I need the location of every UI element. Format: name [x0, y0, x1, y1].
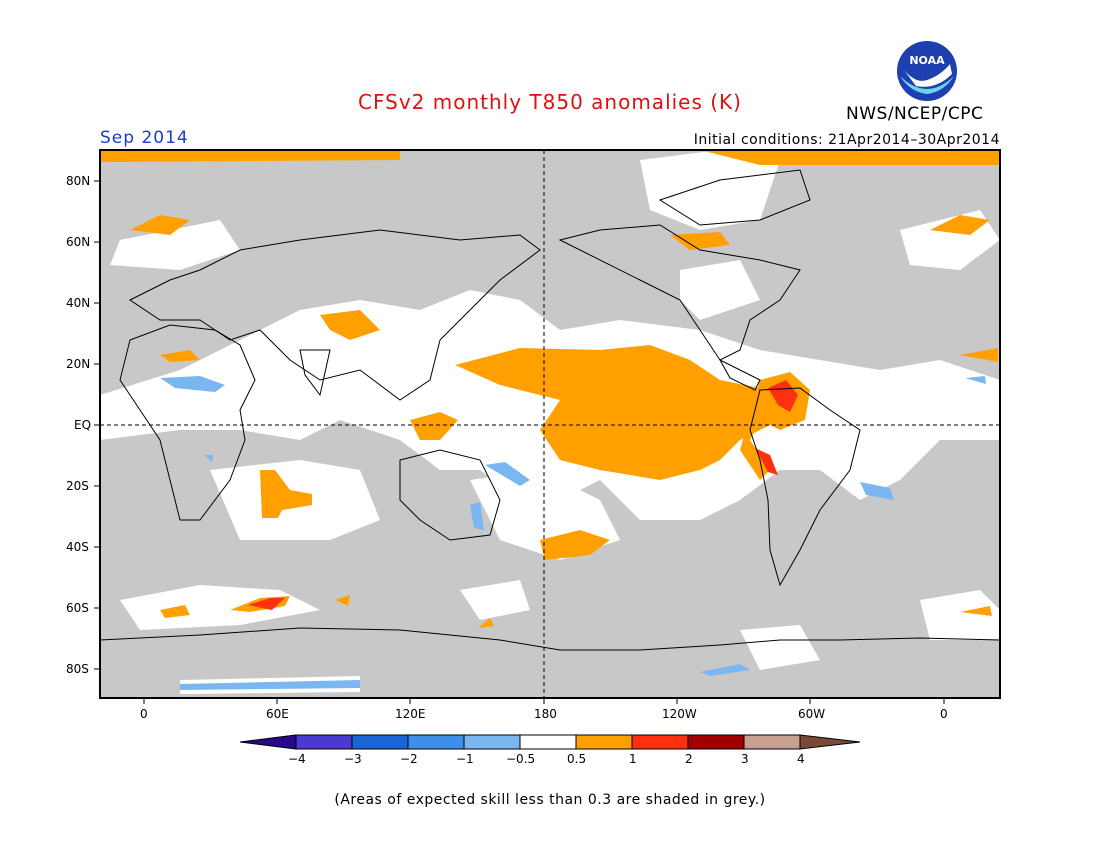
colorbar-swatch	[687, 734, 745, 750]
colorbar-swatch	[463, 734, 521, 750]
lat-label: 80S	[66, 662, 89, 676]
neutral-region	[640, 150, 780, 230]
colorbar-label: 4	[797, 752, 805, 766]
cool-anomaly-region	[485, 462, 530, 486]
colorbar-label: −1	[456, 752, 474, 766]
neutral-region	[100, 290, 1000, 520]
lat-label: 40S	[66, 540, 89, 554]
lon-label: 120E	[395, 707, 426, 721]
cool-anomaly-region	[860, 482, 894, 500]
noaa-logo: NOAA	[896, 40, 958, 102]
neutral-region	[740, 625, 820, 670]
colorbar-swatch	[743, 734, 801, 750]
warm-anomaly-region	[960, 606, 992, 616]
colorbar	[239, 734, 861, 750]
warm-anomaly-region	[100, 150, 400, 162]
warm-anomaly-region	[160, 350, 200, 362]
cool-anomaly-region	[180, 680, 360, 690]
colorbar-label: 0.5	[567, 752, 587, 766]
warm-anomaly-region	[455, 345, 780, 480]
warm-anomaly-region	[320, 310, 380, 340]
lon-label: 180	[534, 707, 557, 721]
footnote: (Areas of expected skill less than 0.3 a…	[334, 792, 766, 808]
map-border	[99, 149, 1001, 699]
warm-anomaly-region	[478, 618, 494, 628]
neutral-region	[920, 590, 1000, 640]
warm-anomaly-region	[540, 530, 610, 560]
lat-label: 20N	[66, 357, 91, 371]
colorbar-swatch	[295, 734, 353, 750]
lat-label: 20S	[66, 479, 89, 493]
lat-label: 40N	[66, 296, 91, 310]
lon-label: 60W	[798, 707, 826, 721]
initial-conditions: Initial conditions: 21Apr2014–30Apr2014	[693, 132, 1000, 148]
lon-label: 120W	[662, 707, 697, 721]
warm-anomaly-region	[335, 595, 350, 606]
lat-label: 60S	[66, 601, 89, 615]
lat-label: 60N	[66, 235, 91, 249]
strong-warm-anomaly-region	[248, 598, 285, 610]
strong-warm-anomaly-region	[755, 448, 778, 475]
cool-anomaly-region	[205, 455, 213, 462]
warm-anomaly-region	[700, 150, 1000, 165]
agency-label: NWS/NCEP/CPC	[846, 104, 984, 124]
colorbar-swatch	[631, 734, 689, 750]
lon-label: 0	[940, 707, 948, 721]
colorbar-label: 1	[629, 752, 637, 766]
cool-anomaly-region	[470, 502, 484, 530]
lon-label: 0	[140, 707, 148, 721]
neutral-region	[460, 580, 530, 620]
colorbar-swatch	[407, 734, 465, 750]
neutral-region	[110, 220, 240, 270]
colorbar-label: −3	[344, 752, 362, 766]
lon-label: 60E	[266, 707, 289, 721]
colorbar-label: −2	[400, 752, 418, 766]
coastlines	[100, 169, 1000, 651]
colorbar-label: 3	[741, 752, 749, 766]
cool-anomaly-region	[965, 376, 986, 384]
colorbar-swatch	[239, 734, 297, 750]
lat-label: 80N	[66, 174, 91, 188]
colorbar-label: 2	[685, 752, 693, 766]
logo-text: NOAA	[909, 54, 945, 67]
valid-month: Sep 2014	[100, 128, 189, 148]
warm-anomaly-region	[670, 232, 730, 250]
warm-anomaly-region	[130, 215, 190, 235]
neutral-region	[120, 585, 320, 630]
map-field	[100, 150, 1000, 698]
warm-anomaly-region	[930, 215, 990, 235]
warm-anomaly-region	[960, 348, 998, 362]
colorbar-swatch	[519, 734, 577, 750]
colorbar-swatch	[575, 734, 633, 750]
warm-anomaly-region	[260, 470, 312, 518]
neutral-region	[680, 260, 760, 320]
colorbar-swatch	[799, 734, 861, 750]
colorbar-label: −0.5	[506, 752, 536, 766]
colorbar-label: −4	[288, 752, 306, 766]
colorbar-swatch	[351, 734, 409, 750]
cool-anomaly-region	[700, 664, 750, 676]
axis-ticks	[94, 180, 945, 704]
cool-anomaly-region	[160, 376, 225, 392]
chart-title: CFSv2 monthly T850 anomalies (K)	[358, 90, 742, 114]
warm-anomaly-region	[410, 412, 458, 440]
lat-label: EQ	[74, 418, 92, 432]
warm-anomaly-region	[160, 605, 190, 618]
